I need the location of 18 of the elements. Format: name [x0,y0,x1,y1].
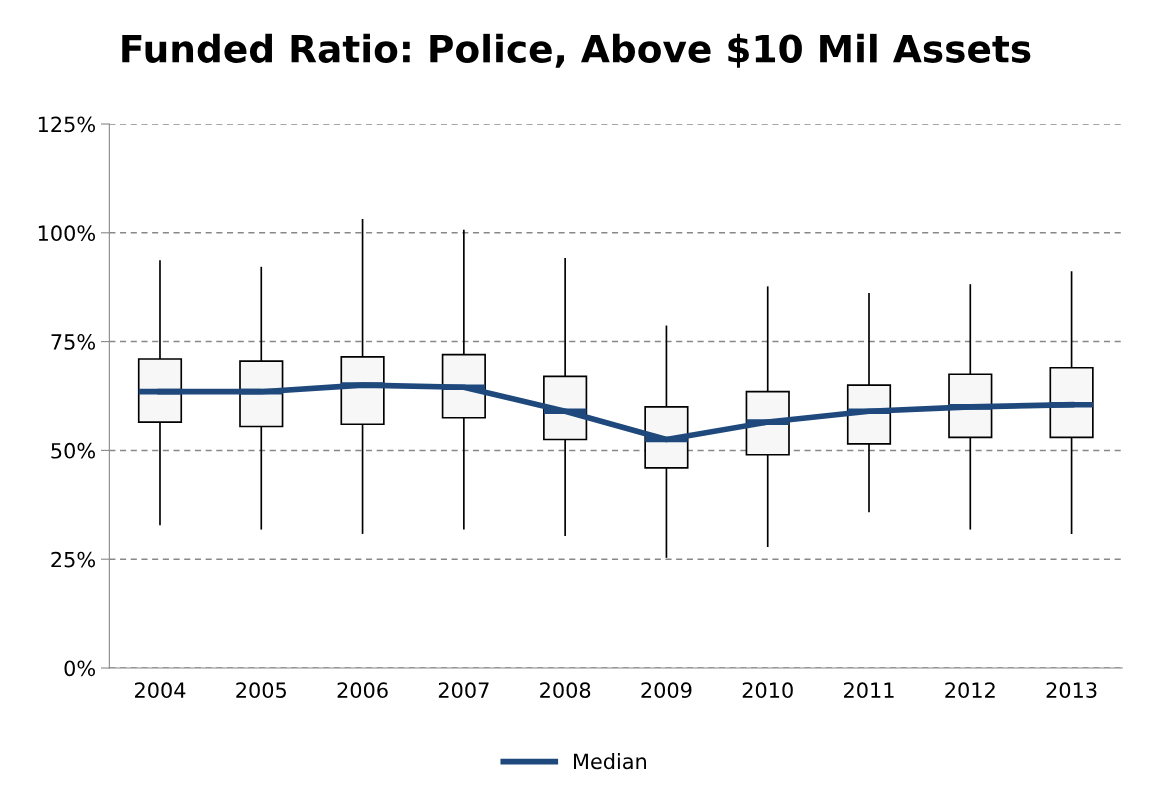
x-tick-label: 2007 [438,682,489,699]
x-tick-label: 2013 [1046,682,1097,699]
y-tick-label: 0% [64,660,95,677]
y-tick-label: 50% [51,442,95,459]
y-tick-label: 100% [38,225,95,242]
y-tick-label: 125% [38,116,95,133]
x-tick-label: 2005 [236,682,286,699]
x-tick-label: 2012 [945,682,995,699]
x-tick-label: 2011 [844,682,894,699]
y-tick-label: 25% [51,551,95,568]
x-tick-label: 2010 [742,682,793,699]
x-tick-label: 2008 [540,682,591,699]
y-tick-label: 75% [51,334,95,350]
x-tick-label: 2004 [135,682,186,699]
x-tick-label: 2006 [337,682,388,699]
legend-label: Median [574,753,646,770]
chart-title: Funded Ratio: Police, Above $10 Mil Assets [122,33,1031,68]
x-tick-label: 2009 [641,682,692,699]
